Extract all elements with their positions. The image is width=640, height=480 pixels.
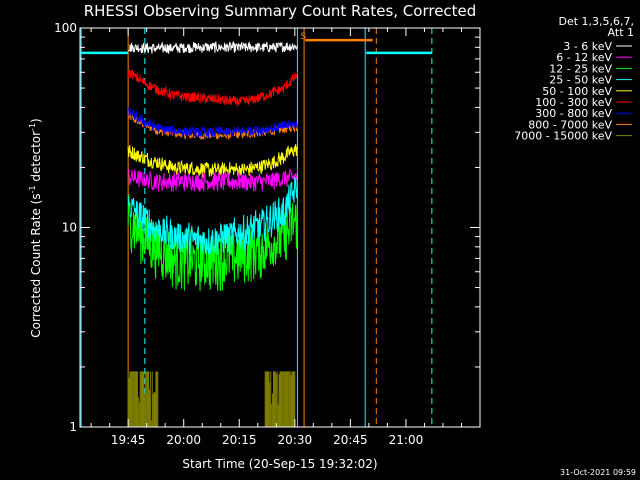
x-tick-label: 20:45 xyxy=(333,433,368,447)
plot-area: S xyxy=(80,28,433,427)
legend-label-3-6-kev: 3 - 6 keV xyxy=(563,40,612,53)
x-tick-label: 20:00 xyxy=(166,433,201,447)
x-axis-label: Start Time (20-Sep-15 19:32:02) xyxy=(182,457,377,471)
series-line-12-25-kev xyxy=(127,194,298,292)
x-tick-label: 21:00 xyxy=(389,433,424,447)
burst-1 xyxy=(264,371,296,427)
legend-label-800-7000-kev: 800 - 7000 keV xyxy=(528,118,612,131)
series-line-6-12-kev xyxy=(127,168,298,192)
legend-label-7000-15000-kev: 7000 - 15000 keV xyxy=(514,130,612,143)
y-tick-label: 100 xyxy=(54,21,77,35)
y-tick-label: 10 xyxy=(62,221,77,235)
chart-title: RHESSI Observing Summary Count Rates, Co… xyxy=(84,2,477,20)
legend-label-6-12-kev: 6 - 12 keV xyxy=(556,51,612,64)
y-axis-label: Corrected Count Rate (s-1 detector-1) xyxy=(28,118,43,337)
x-tick-label: 20:15 xyxy=(222,433,257,447)
legend-label-12-25-kev: 12 - 25 keV xyxy=(549,62,612,75)
footer-timestamp: 31-Oct-2021 09:59 xyxy=(560,468,636,477)
series-line-300-800-kev xyxy=(127,107,298,139)
series-line-50-100-kev xyxy=(127,144,298,179)
legend-label-100-300-kev: 100 - 300 keV xyxy=(535,96,612,109)
legend-label-300-800-kev: 300 - 800 keV xyxy=(535,107,612,120)
legend-header-line: Att 1 xyxy=(608,26,634,39)
legend-label-25-50-kev: 25 - 50 keV xyxy=(549,74,612,87)
series-line-100-300-kev xyxy=(127,69,298,107)
legend-header-line: Det 1,3,5,6,7, xyxy=(558,15,634,28)
y-tick-label: 1 xyxy=(69,420,77,434)
legend-label-50-100-kev: 50 - 100 keV xyxy=(542,85,612,98)
series-line-25-50-kev xyxy=(127,173,298,256)
x-tick-label: 20:30 xyxy=(278,433,313,447)
series-line-3-6-kev xyxy=(128,40,298,54)
burst-0 xyxy=(127,371,159,427)
axes: 19:45 20:00 20:15 20:30 20:45 21:00 1 10 100 xyxy=(54,21,480,447)
annotation-label: S xyxy=(300,32,306,42)
x-tick-label: 19:45 xyxy=(111,433,146,447)
